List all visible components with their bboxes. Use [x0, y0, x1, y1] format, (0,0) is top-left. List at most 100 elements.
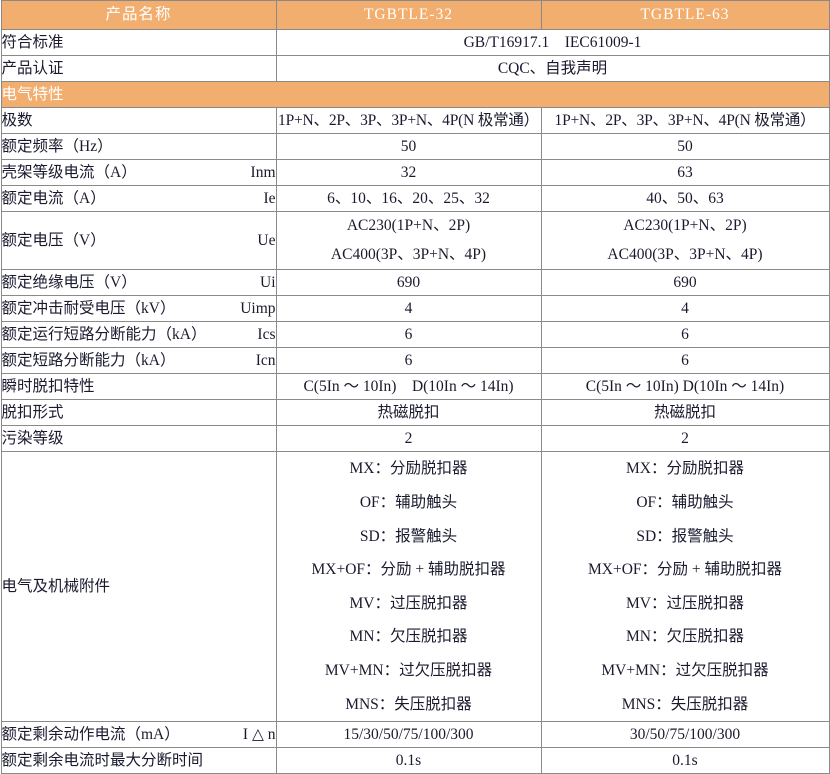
label-symbol: Inm [250, 163, 276, 181]
section-title: 电气特性 [0, 81, 830, 108]
label-symbol: Ue [257, 231, 276, 249]
row-label-icn: 额定短路分断能力（kA） Icn [0, 347, 277, 375]
table-row-pollution-degree: 污染等级 2 2 [0, 425, 830, 453]
value-residual-current-col2: 30/50/75/100/300 [540, 721, 830, 749]
row-label-pollution-degree: 污染等级 [0, 425, 277, 453]
label-text: 壳架等级电流（A） [1, 163, 137, 181]
row-label-accessories: 电气及机械附件 [0, 451, 277, 723]
label-text: 产品认证 [1, 59, 64, 77]
label-text: 额定冲击耐受电压（kV） [1, 300, 176, 318]
table-row-icn: 额定短路分断能力（kA） Icn 6 6 [0, 347, 830, 375]
row-label-ics: 额定运行短路分断能力（kA） Ics [0, 321, 277, 349]
value-certification: CQC、自我声明 [275, 55, 830, 82]
table-row-residual-current: 额定剩余动作电流（mA） I △ n 15/30/50/75/100/300 3… [0, 721, 830, 749]
row-label-frequency: 额定频率（Hz） [0, 133, 277, 160]
value-line: MX+OF：分励 + 辅助脱扣器 [587, 561, 783, 579]
value-line: MV：过压脱扣器 [626, 594, 744, 612]
value-trip-type-col1: 热磁脱扣 [275, 399, 542, 427]
row-label-insulation-voltage: 额定绝缘电压（V） Ui [0, 269, 277, 297]
label-text: 瞬时脱扣特性 [1, 378, 95, 396]
value-insulation-voltage-col2: 690 [540, 269, 830, 297]
table-row-trip-type: 脱扣形式 热磁脱扣 热磁脱扣 [0, 399, 830, 427]
value-break-time-col1: 0.1s [275, 747, 542, 774]
value-rated-voltage-col2: AC230(1P+N、2P) AC400(3P、3P+N、4P) [540, 210, 830, 271]
label-text: 额定绝缘电压（V） [1, 274, 137, 292]
value-poles-col2: 1P+N、2P、3P、3P+N、4P(N 极常通） [540, 107, 830, 134]
value-poles-col1: 1P+N、2P、3P、3P+N、4P(N 极常通） [275, 107, 542, 134]
value-insulation-voltage-col1: 690 [275, 269, 542, 297]
value-line: SD：报警触头 [359, 527, 458, 545]
value-frequency-col2: 50 [540, 133, 830, 160]
table-row-poles: 极数 1P+N、2P、3P、3P+N、4P(N 极常通） 1P+N、2P、3P、… [0, 107, 830, 134]
value-line: AC230(1P+N、2P) [623, 217, 747, 234]
label-symbol: Ui [260, 274, 276, 292]
value-break-time-col2: 0.1s [540, 747, 830, 774]
value-line: MV：过压脱扣器 [349, 594, 468, 612]
row-label-instant-trip: 瞬时脱扣特性 [0, 373, 277, 401]
value-impulse-voltage-col2: 4 [540, 295, 830, 323]
value-line: AC400(3P、3P+N、4P) [330, 245, 487, 263]
value-trip-type-col2: 热磁脱扣 [540, 399, 830, 427]
value-icn-col2: 6 [540, 347, 830, 375]
table-row-certification: 产品认证 CQC、自我声明 [0, 55, 830, 82]
label-text: 额定剩余动作电流（mA） [1, 726, 180, 744]
value-line: SD：报警触头 [636, 527, 734, 545]
value-rated-voltage-col1: AC230(1P+N、2P) AC400(3P、3P+N、4P) [275, 210, 542, 271]
label-text: 污染等级 [1, 430, 64, 448]
value-frame-current-col1: 32 [275, 159, 542, 186]
table-row-ics: 额定运行短路分断能力（kA） Ics 6 6 [0, 321, 830, 349]
label-symbol: Ics [257, 326, 276, 344]
label-symbol: I △ n [242, 726, 276, 744]
header-cell-model-2: TGBTLE-63 [540, 0, 830, 30]
value-line: MNS：失压脱扣器 [345, 695, 472, 713]
label-text: 额定剩余电流时最大分断时间 [1, 752, 204, 770]
label-text: 额定电压（V） [1, 231, 106, 249]
value-frame-current-col2: 63 [540, 159, 830, 186]
row-label-trip-type: 脱扣形式 [0, 399, 277, 427]
label-symbol: Uimp [240, 300, 276, 318]
value-line: MX：分励脱扣器 [349, 460, 468, 478]
table-row-insulation-voltage: 额定绝缘电压（V） Ui 690 690 [0, 269, 830, 297]
row-label-rated-voltage: 额定电压（V） Ue [0, 210, 277, 271]
label-text: 电气及机械附件 [1, 578, 111, 596]
value-frequency-col1: 50 [275, 133, 542, 160]
value-accessories-col1: MX：分励脱扣器 OF：辅助触头 SD：报警触头 MX+OF：分励 + 辅助脱扣… [275, 451, 542, 723]
table-row-standard: 符合标准 GB/T16917.1 IEC61009-1 [0, 29, 830, 56]
row-label-break-time: 额定剩余电流时最大分断时间 [0, 747, 277, 774]
label-text: 极数 [1, 111, 33, 129]
value-icn-col1: 6 [275, 347, 542, 375]
value-instant-trip-col1: C(5In ～ 10In) D(10In ～ 14In) [275, 373, 542, 401]
value-line: MV+MN：过欠压脱扣器 [324, 662, 493, 680]
header-cell-model-1: TGBTLE-32 [275, 0, 542, 30]
table-row-break-time: 额定剩余电流时最大分断时间 0.1s 0.1s [0, 747, 830, 774]
value-line: MN：欠压脱扣器 [349, 628, 468, 646]
label-symbol: Icn [255, 352, 276, 370]
row-label-standard: 符合标准 [0, 29, 277, 56]
value-ics-col1: 6 [275, 321, 542, 349]
value-line: MX：分励脱扣器 [626, 460, 744, 478]
label-text: 额定短路分断能力（kA） [1, 352, 176, 370]
label-text: 额定频率（Hz） [1, 137, 113, 155]
value-ics-col2: 6 [540, 321, 830, 349]
row-label-poles: 极数 [0, 107, 277, 134]
label-text: 额定电流（A） [1, 189, 106, 207]
value-line: OF：辅助触头 [636, 493, 734, 511]
value-accessories-col2: MX：分励脱扣器 OF：辅助触头 SD：报警触头 MX+OF：分励 + 辅助脱扣… [540, 451, 830, 723]
table-row-rated-voltage: 额定电压（V） Ue AC230(1P+N、2P) AC400(3P、3P+N、… [0, 210, 830, 271]
row-label-residual-current: 额定剩余动作电流（mA） I △ n [0, 721, 277, 749]
row-label-frame-current: 壳架等级电流（A） Inm [0, 159, 277, 186]
value-rated-current-col1: 6、10、16、20、25、32 [275, 185, 542, 212]
value-line: MNS：失压脱扣器 [621, 695, 749, 713]
table-row-instant-trip: 瞬时脱扣特性 C(5In ～ 10In) D(10In ～ 14In) C(5I… [0, 373, 830, 401]
value-rated-current-col2: 40、50、63 [540, 185, 830, 212]
row-label-rated-current: 额定电流（A） Ie [0, 185, 277, 212]
row-label-impulse-voltage: 额定冲击耐受电压（kV） Uimp [0, 295, 277, 323]
value-line: OF：辅助触头 [359, 493, 458, 511]
value-line: AC230(1P+N、2P) [346, 217, 471, 234]
table-header-row: 产品名称 TGBTLE-32 TGBTLE-63 [0, 0, 830, 30]
value-pollution-degree-col2: 2 [540, 425, 830, 453]
table-row-rated-current: 额定电流（A） Ie 6、10、16、20、25、32 40、50、63 [0, 185, 830, 212]
value-line: MX+OF：分励 + 辅助脱扣器 [311, 561, 506, 579]
label-symbol: Ie [263, 189, 276, 207]
